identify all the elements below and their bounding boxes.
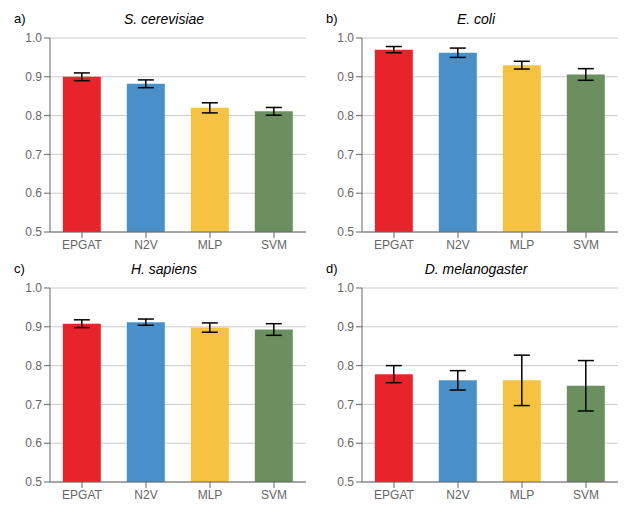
svg-text:0.8: 0.8 xyxy=(337,359,354,373)
html-text:d): d) xyxy=(326,261,338,276)
svg-text:SVM: SVM xyxy=(261,488,287,502)
svg-text:0.8: 0.8 xyxy=(337,109,354,123)
svg-text:MLP: MLP xyxy=(198,238,223,252)
html-text:D. melanogaster: D. melanogaster xyxy=(424,261,528,277)
svg-text:EPGAT: EPGAT xyxy=(374,488,414,502)
svg-text:1.0: 1.0 xyxy=(25,31,42,45)
svg-text:0.7: 0.7 xyxy=(337,148,354,162)
svg-text:MLP: MLP xyxy=(198,488,223,502)
svg-text:0.8: 0.8 xyxy=(25,109,42,123)
svg-text:0.7: 0.7 xyxy=(25,398,42,412)
svg-text:0.5: 0.5 xyxy=(25,475,42,489)
svg-text:0.8: 0.8 xyxy=(25,359,42,373)
svg-text:N2V: N2V xyxy=(134,238,157,252)
svg-text:N2V: N2V xyxy=(446,488,469,502)
svg-text:SVM: SVM xyxy=(573,488,599,502)
html-text:E. coli: E. coli xyxy=(456,11,496,27)
svg-text:0.6: 0.6 xyxy=(337,436,354,450)
svg-text:1.0: 1.0 xyxy=(337,31,354,45)
svg-text:N2V: N2V xyxy=(446,238,469,252)
svg-text:0.5: 0.5 xyxy=(337,475,354,489)
html-text:c): c) xyxy=(14,261,25,276)
svg-text:0.5: 0.5 xyxy=(25,225,42,239)
html-text:a): a) xyxy=(14,11,26,26)
svg-text:N2V: N2V xyxy=(134,488,157,502)
svg-text:0.7: 0.7 xyxy=(337,398,354,412)
svg-text:0.6: 0.6 xyxy=(337,186,354,200)
svg-text:EPGAT: EPGAT xyxy=(374,238,414,252)
svg-text:0.9: 0.9 xyxy=(337,320,354,334)
svg-text:MLP: MLP xyxy=(510,488,535,502)
html-text:S. cerevisiae: S. cerevisiae xyxy=(123,11,205,27)
html-text:H. sapiens: H. sapiens xyxy=(130,261,198,277)
svg-text:0.9: 0.9 xyxy=(337,70,354,84)
svg-text:0.7: 0.7 xyxy=(25,148,42,162)
svg-text:SVM: SVM xyxy=(573,238,599,252)
html-text:b): b) xyxy=(326,11,338,26)
svg-text:EPGAT: EPGAT xyxy=(62,238,102,252)
svg-text:1.0: 1.0 xyxy=(25,281,42,295)
svg-text:0.9: 0.9 xyxy=(25,320,42,334)
svg-text:0.5: 0.5 xyxy=(337,225,354,239)
svg-text:EPGAT: EPGAT xyxy=(62,488,102,502)
svg-text:SVM: SVM xyxy=(261,238,287,252)
svg-text:1.0: 1.0 xyxy=(337,281,354,295)
svg-text:0.9: 0.9 xyxy=(25,70,42,84)
svg-text:MLP: MLP xyxy=(510,238,535,252)
svg-text:0.6: 0.6 xyxy=(25,436,42,450)
svg-text:0.6: 0.6 xyxy=(25,186,42,200)
